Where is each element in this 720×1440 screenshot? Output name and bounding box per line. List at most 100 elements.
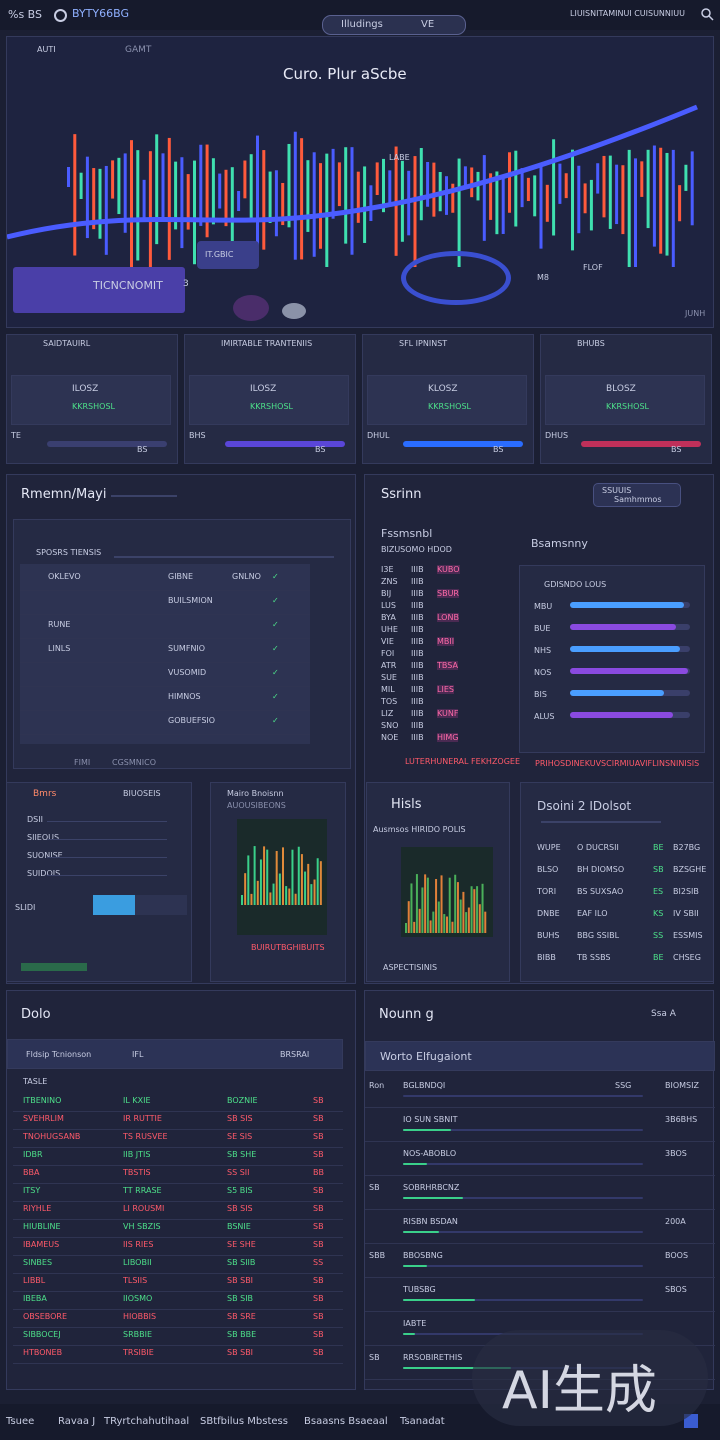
card-dsoini-a: TORI bbox=[537, 887, 557, 896]
candle bbox=[596, 163, 600, 194]
footer-item[interactable]: Ravaa J bbox=[58, 1416, 96, 1427]
footer-item[interactable]: Tsuee bbox=[6, 1416, 35, 1427]
market-row[interactable]: RUNE ✓ bbox=[20, 616, 310, 639]
market-row[interactable]: GOBUEFSIO ✓ bbox=[20, 712, 310, 735]
data-row-v2: BSNIE bbox=[227, 1222, 251, 1231]
news-row-d: BOOS bbox=[665, 1251, 689, 1260]
candle bbox=[463, 166, 467, 189]
news-row[interactable]: SBB BBOSBNG BOOS bbox=[365, 1247, 715, 1278]
stat-card-button[interactable]: BS bbox=[493, 445, 504, 454]
card-dsoini-row[interactable]: WUPE O DUCRSII BE B27BG bbox=[521, 841, 715, 861]
search-icon[interactable] bbox=[700, 7, 714, 21]
card-dsoini-row[interactable]: DNBE EAF ILO KS IV SBII bbox=[521, 907, 715, 927]
market-row[interactable]: LINLS SUMFNIO ✓ bbox=[20, 640, 310, 663]
stat-card-button[interactable]: BS bbox=[137, 445, 148, 454]
col2-bar-fill[interactable] bbox=[570, 712, 673, 718]
stat-card-button[interactable]: BS bbox=[315, 445, 326, 454]
market-row[interactable]: HIMNOS ✓ bbox=[20, 688, 310, 711]
market-row[interactable]: BUILSMION ✓ bbox=[20, 592, 310, 615]
stat-card[interactable]: SFL IPNINST KLOSZ KKRSHOSL DHUL BS bbox=[362, 334, 534, 464]
news-row[interactable]: TUBSBG SBOS bbox=[365, 1281, 715, 1312]
data-row[interactable]: ITBENINO IL KXIE BOZNIE SB bbox=[13, 1093, 343, 1112]
card-dsoini-b: BS SUXSAO bbox=[577, 887, 624, 896]
candle bbox=[583, 183, 587, 214]
news-row-c: SSG bbox=[615, 1081, 632, 1090]
card-dsoini-row[interactable]: BLSO BH DIOMSO SB BZSGHE bbox=[521, 863, 715, 883]
footer-item[interactable]: SBtfbilus Mbstess bbox=[200, 1416, 288, 1427]
data-row[interactable]: TNOHUGSANB TS RUSVEE SE SIS SB bbox=[13, 1129, 343, 1148]
card-dsoini-row[interactable]: TORI BS SUXSAO ES BI2SIB bbox=[521, 885, 715, 905]
col2-bar-fill[interactable] bbox=[570, 602, 684, 608]
hero-footer-right: JUNH bbox=[685, 309, 706, 318]
col2-chart-panel[interactable]: GDISNDO LOUS MBU BUE NHS NOS BIS ALUS bbox=[519, 565, 705, 753]
col2-bar-fill[interactable] bbox=[570, 690, 664, 696]
col2-bar-fill[interactable] bbox=[570, 624, 676, 630]
spike bbox=[462, 891, 465, 933]
news-row-a: SBB bbox=[369, 1251, 386, 1260]
news-row[interactable]: Ron BGLBNDQI SSG BIOMSIZ bbox=[365, 1077, 715, 1108]
card-bmrs-progress-track[interactable] bbox=[93, 895, 187, 915]
news-row-track bbox=[403, 1231, 643, 1233]
candle bbox=[640, 161, 644, 197]
card-bmrs[interactable]: Bmrs BIUOSEIS DSII SIIEOUS SUONISE SUIDOIS … bbox=[6, 782, 192, 982]
footer-item[interactable]: TRyrtchahutihaal bbox=[104, 1416, 190, 1427]
hero-tag-a[interactable]: IT.GBIC bbox=[197, 241, 259, 269]
data-row[interactable]: SINBES LIBOBII SB SIIB SS bbox=[13, 1255, 343, 1274]
col2-bar-fill[interactable] bbox=[570, 668, 688, 674]
data-row[interactable]: SVEHRLIM IR RUTTIE SB SIS SB bbox=[13, 1111, 343, 1130]
stat-card[interactable]: SAIDTAUIRL ILOSZ KKRSHOSL TE BS bbox=[6, 334, 178, 464]
data-row[interactable]: OBSEBORE HIOBBIS SB SRE SB bbox=[13, 1309, 343, 1328]
col1-sub: BIZUSOMO HDOD bbox=[381, 545, 452, 554]
news-row[interactable]: RISBN BSDAN 200A bbox=[365, 1213, 715, 1244]
stat-card-foot: BHS bbox=[189, 431, 206, 440]
market-row[interactable]: OKLEVO GIBNE GNLNO ✓ bbox=[20, 568, 310, 591]
stat-card-foot: DHUS bbox=[545, 431, 569, 440]
col2-bar-fill[interactable] bbox=[570, 646, 680, 652]
signal-pill[interactable]: SSUUIS Samhmmos bbox=[593, 483, 681, 507]
data-row[interactable]: RIYHLE LI ROUSMI SB SIS SB bbox=[13, 1201, 343, 1220]
footer-item[interactable]: Tsanadat bbox=[400, 1416, 445, 1427]
card-bmrs-green-pill[interactable] bbox=[21, 963, 87, 971]
data-row[interactable]: HIUBLINE VH SBZIS BSNIE SB bbox=[13, 1219, 343, 1238]
spike bbox=[451, 921, 454, 933]
market-row-check: ✓ bbox=[272, 644, 279, 653]
market-row-a: OKLEVO bbox=[48, 572, 81, 581]
news-row[interactable]: IO SUN SBNIT 3B6BHS bbox=[365, 1111, 715, 1142]
data-row[interactable]: HTBONEB TRSIBIE SB SBI SB bbox=[13, 1345, 343, 1364]
stat-card[interactable]: IMIRTABLE TRANTENIIS ILOSZ KKRSHOSL BHS BS bbox=[184, 334, 356, 464]
circle-icon[interactable] bbox=[54, 9, 67, 22]
card-dsoini[interactable]: Dsoini 2 IDolsot WUPE O DUCRSII BE B27BG BLS… bbox=[520, 782, 714, 982]
col1-row-label: BIJ bbox=[381, 589, 392, 598]
data-row[interactable]: BBA TBSTIS SS SII BB bbox=[13, 1165, 343, 1184]
card-mairo[interactable]: Mairo Bnoisnn AUOUSIBEONS BUIRUTBGHIBUIT… bbox=[210, 782, 346, 982]
data-row-v2: SS SII bbox=[227, 1168, 250, 1177]
data-row-chg: SB bbox=[313, 1150, 324, 1159]
stat-card-button[interactable]: BS bbox=[671, 445, 682, 454]
data-row[interactable]: ITSY TT RRASE S5 BIS SB bbox=[13, 1183, 343, 1202]
card-dsoini-b: TB SSBS bbox=[577, 953, 611, 962]
market-row[interactable]: VUSOMID ✓ bbox=[20, 664, 310, 687]
hero-overlay-card[interactable]: TICNCNOMIT bbox=[13, 267, 185, 313]
footer-square-icon[interactable] bbox=[684, 1414, 698, 1428]
news-row[interactable]: NOS-ABOBLO 3BOS bbox=[365, 1145, 715, 1176]
center-pill[interactable]: Illudings VE bbox=[322, 15, 466, 35]
candlestick-chart[interactable] bbox=[7, 87, 713, 267]
card-mairo-chart[interactable] bbox=[237, 819, 327, 935]
news-row-b: IO SUN SBNIT bbox=[403, 1115, 458, 1124]
data-row[interactable]: IBEBA IIOSMO SB SIB SB bbox=[13, 1291, 343, 1310]
card-dsoini-row[interactable]: BUHS BBG SSIBL SS ESSMIS bbox=[521, 929, 715, 949]
data-row[interactable]: IBAMEUS IIS RIES SE SHE SB bbox=[13, 1237, 343, 1256]
card-hisls[interactable]: Hisls Ausmsos HIRIDO POLIS ASPECTISINIS bbox=[366, 782, 510, 982]
news-row-d: 200A bbox=[665, 1217, 686, 1226]
brand-name[interactable]: BYTY66BG bbox=[72, 7, 129, 20]
news-row[interactable]: SB SOBRHRBCNZ bbox=[365, 1179, 715, 1210]
card-dsoini-b: O DUCRSII bbox=[577, 843, 619, 852]
footer-item[interactable]: Bsaasns Bsaeaal bbox=[304, 1416, 388, 1427]
card-hisls-chart[interactable] bbox=[401, 847, 493, 937]
stat-card[interactable]: BHUBS BLOSZ KKRSHOSL DHUS BS bbox=[540, 334, 712, 464]
col2-bar-label: MBU bbox=[534, 602, 553, 611]
data-row[interactable]: LIBBL TLSIIS SB SBI SB bbox=[13, 1273, 343, 1292]
card-dsoini-row[interactable]: BIBB TB SSBS BE CHSEG bbox=[521, 951, 715, 971]
data-row[interactable]: SIBBOCEJ SRBBIE SB BBE SB bbox=[13, 1327, 343, 1346]
data-row[interactable]: IDBR IIB JTIS SB SHE SB bbox=[13, 1147, 343, 1166]
